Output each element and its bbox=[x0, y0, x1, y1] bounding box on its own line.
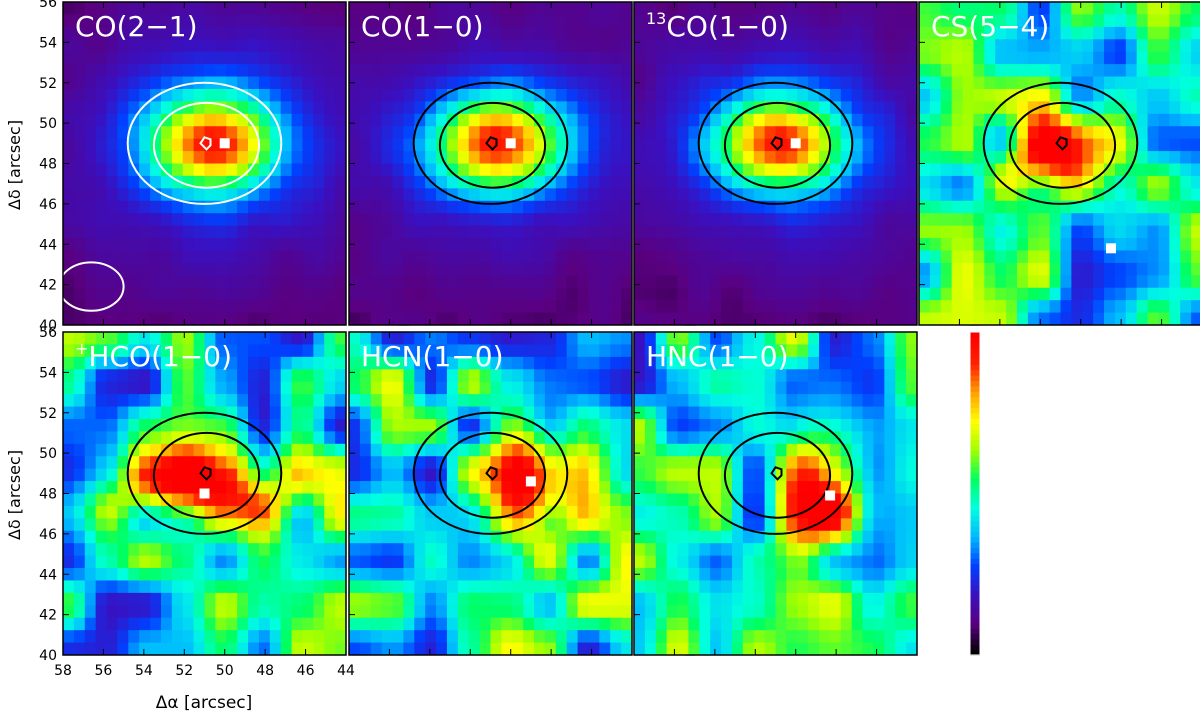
panel-grid: 01020304050CO(2−1)4042444648505254560204… bbox=[39, 0, 1200, 679]
contour-outer bbox=[697, 411, 854, 535]
panel-6: −10123HCN(1−0) bbox=[348, 331, 696, 656]
y-tick-label: 54 bbox=[39, 35, 57, 51]
colorbar-tick-label: −1.0 bbox=[933, 612, 965, 627]
panel-7: −1.0 −0.5 0.0 0.5 1.0 1.5 HNC(1−0) bbox=[633, 331, 981, 656]
contour-core bbox=[770, 466, 783, 481]
y-tick-label: 50 bbox=[39, 446, 57, 462]
y-tick-label: 52 bbox=[39, 406, 57, 422]
y-tick-label: 52 bbox=[39, 76, 57, 92]
y-axis-title-bottom: Δδ [arcsec] bbox=[5, 450, 24, 540]
colorbar-tick-label: 0.5 bbox=[944, 453, 965, 468]
contour-core bbox=[1055, 136, 1068, 151]
y-tick-label: 48 bbox=[39, 487, 57, 503]
x-tick-label: 46 bbox=[297, 663, 315, 679]
y-tick-label: 44 bbox=[39, 567, 57, 583]
contour-core bbox=[199, 466, 212, 481]
heatmap-image bbox=[634, 2, 917, 325]
y-tick-label: 40 bbox=[39, 648, 57, 664]
peak-marker bbox=[199, 488, 210, 499]
peak-marker bbox=[505, 138, 516, 149]
x-tick-label: 44 bbox=[337, 663, 355, 679]
contour-outer bbox=[126, 81, 283, 205]
beam-ellipse bbox=[58, 261, 125, 312]
panel-title: 13CO(1−0) bbox=[646, 9, 789, 43]
contour-core bbox=[485, 466, 498, 481]
heatmap-image bbox=[919, 2, 1200, 325]
peak-marker bbox=[525, 476, 536, 487]
peak-marker bbox=[825, 490, 836, 501]
peak-marker bbox=[790, 138, 801, 149]
y-tick-label: 42 bbox=[39, 608, 57, 624]
colorbar-tick-label: 0.0 bbox=[944, 506, 965, 521]
y-tick-label: 44 bbox=[39, 237, 57, 253]
y-axis-title-top: Δδ [arcsec] bbox=[5, 120, 24, 210]
colorbar: −1.0 −0.5 0.0 0.5 1.0 1.5 bbox=[933, 331, 981, 656]
peak-marker bbox=[1106, 243, 1116, 254]
x-tick-label: 50 bbox=[216, 663, 234, 679]
y-tick-label: 40 bbox=[39, 318, 57, 334]
y-tick-label: 42 bbox=[39, 278, 57, 294]
peak-marker bbox=[219, 138, 230, 149]
y-tick-label: 48 bbox=[39, 157, 57, 173]
x-tick-label: 54 bbox=[135, 663, 153, 679]
heatmap-image bbox=[63, 2, 346, 325]
x-axis-title: Δα [arcsec] bbox=[156, 693, 253, 713]
heatmap-image bbox=[349, 2, 632, 325]
panel-title: HNC(1−0) bbox=[646, 340, 789, 373]
y-tick-label: 46 bbox=[39, 197, 57, 213]
contour-inner bbox=[438, 431, 547, 519]
contour-inner bbox=[438, 101, 547, 189]
panel-title: +HCO(1−0) bbox=[75, 339, 232, 373]
contour-inner bbox=[723, 101, 832, 189]
panel-title: CS(5−4) bbox=[931, 10, 1049, 43]
x-tick-label: 48 bbox=[256, 663, 274, 679]
contour-outer bbox=[412, 81, 569, 205]
y-tick-label: 46 bbox=[39, 527, 57, 543]
panel-title: CO(1−0) bbox=[361, 10, 484, 43]
contour-outer bbox=[982, 81, 1139, 205]
contour-inner bbox=[723, 431, 832, 519]
contour-outer bbox=[412, 411, 569, 535]
panel-title: HCN(1−0) bbox=[361, 340, 504, 373]
contour-outer bbox=[126, 411, 283, 535]
contour-outer bbox=[697, 81, 854, 205]
contour-core bbox=[199, 136, 212, 151]
colorbar-tick-label: 0 bbox=[386, 319, 394, 334]
colorbar-tick-label: 1.0 bbox=[944, 400, 965, 415]
x-tick-label: 58 bbox=[54, 663, 72, 679]
contour-core bbox=[485, 136, 498, 151]
panel-title: CO(2−1) bbox=[75, 10, 198, 43]
y-tick-label: 56 bbox=[39, 0, 57, 11]
panel-5: −1012+HCO(1−0)40424446485052545658565452… bbox=[39, 325, 410, 679]
x-tick-label: 56 bbox=[95, 663, 113, 679]
contour-inner bbox=[1008, 101, 1117, 189]
contour-inner bbox=[152, 101, 261, 189]
y-tick-label: 54 bbox=[39, 365, 57, 381]
y-tick-label: 56 bbox=[39, 325, 57, 341]
heatmap-image bbox=[634, 332, 917, 655]
panel-3: 0246813CO(1−0) bbox=[633, 1, 981, 326]
contour-core bbox=[770, 136, 783, 151]
panel-4: −0.20.00.2CS(5−4) bbox=[918, 1, 1200, 326]
colorbar-tick-label: −0.5 bbox=[933, 559, 965, 574]
heatmap-image bbox=[63, 332, 346, 655]
y-tick-label: 50 bbox=[39, 116, 57, 132]
contour-inner bbox=[152, 431, 261, 519]
heatmap-image bbox=[349, 332, 632, 655]
colorbar-tick-label: 1.5 bbox=[944, 347, 965, 362]
x-tick-label: 52 bbox=[175, 663, 193, 679]
